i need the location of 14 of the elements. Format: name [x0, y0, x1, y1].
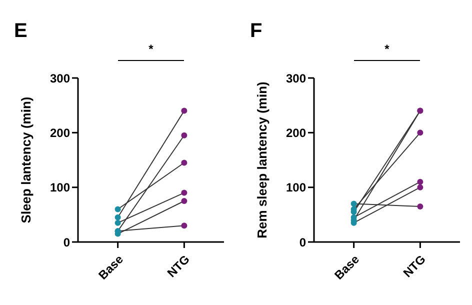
y-tick-label: 0 [299, 235, 306, 250]
text: * [384, 42, 390, 56]
y-tick-label: 0 [63, 235, 70, 250]
text: * [148, 42, 154, 56]
y-tick-label: 100 [50, 180, 70, 195]
y-axis-title: Sleep lantency (min) [18, 96, 34, 224]
y-tick-label: 200 [50, 126, 70, 140]
y-tick-label: 300 [286, 71, 306, 86]
y-tick-label: 100 [286, 180, 306, 195]
chart-title: E [14, 20, 28, 43]
chart-title: F [250, 20, 262, 43]
y-axis-title: Rem sleep lantency (min) [254, 82, 270, 238]
y-tick-label: 200 [286, 126, 306, 140]
y-tick-label: 300 [50, 71, 70, 86]
